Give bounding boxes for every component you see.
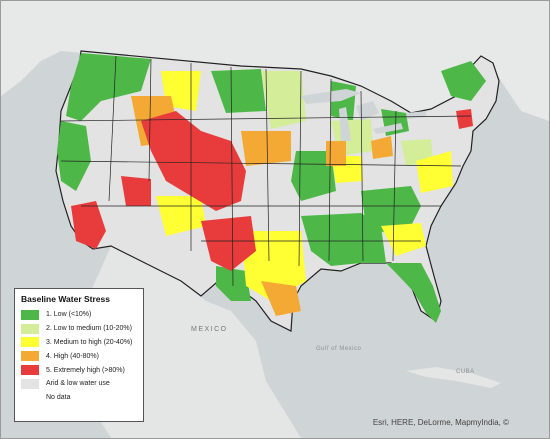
legend-item-arid: Arid & low water use [21, 377, 137, 391]
mexico-label: MEXICO [191, 326, 228, 333]
legend-swatch [21, 392, 39, 403]
cuba-land [406, 367, 501, 388]
legend-label: No data [46, 394, 71, 402]
gulf-label: Gulf of Mexico [316, 346, 362, 352]
legend-swatch [21, 351, 39, 362]
legend-item-no-data: No data [21, 391, 137, 405]
legend-title: Baseline Water Stress [21, 294, 110, 304]
legend-label: 4. High (40-80%) [46, 352, 99, 360]
legend-label: 2. Low to medium (10-20%) [46, 325, 132, 333]
legend-swatch [21, 309, 39, 320]
legend-label: 1. Low (<10%) [46, 311, 92, 319]
legend-swatch [21, 365, 39, 376]
legend-swatch [21, 323, 39, 334]
legend-label: 3. Medium to high (20-40%) [46, 338, 133, 346]
legend-label: Arid & low water use [46, 380, 110, 388]
canada-land [1, 1, 549, 121]
legend-swatch [21, 337, 39, 348]
florida [386, 263, 441, 323]
legend-item-low: 1. Low (<10%) [21, 308, 137, 322]
legend-item-extreme: 5. Extremely high (>80%) [21, 363, 137, 377]
legend-label: 5. Extremely high (>80%) [46, 366, 125, 374]
low-stress-regions [57, 53, 486, 301]
legend-item-high: 4. High (40-80%) [21, 349, 137, 363]
legend-item-medium-high: 3. Medium to high (20-40%) [21, 336, 137, 350]
state-borders [60, 55, 472, 287]
extreme-stress-regions [71, 109, 473, 271]
legend-swatch [21, 378, 39, 389]
legend-panel: Baseline Water Stress 1. Low (<10%) 2. L… [14, 288, 144, 422]
cuba-label: CUBA [456, 369, 475, 375]
legend-item-low-medium: 2. Low to medium (10-20%) [21, 322, 137, 336]
map-attribution: Esri, HERE, DeLorme, MapmyIndia, © [372, 418, 509, 427]
